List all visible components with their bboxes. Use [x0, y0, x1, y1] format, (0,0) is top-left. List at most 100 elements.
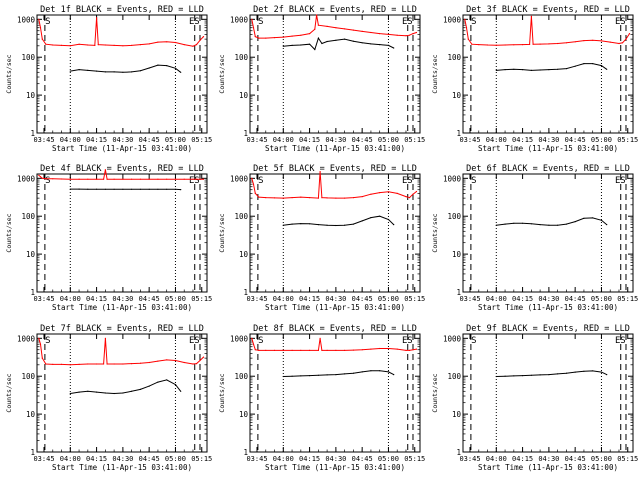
- lld-data-point: [45, 178, 47, 180]
- events-data-point: [530, 69, 533, 71]
- x-tick-label: 05:15: [191, 295, 212, 303]
- lld-data-point: [60, 363, 63, 365]
- lld-data-point: [317, 24, 319, 26]
- lld-data-point: [199, 359, 201, 362]
- marker-label: S: [258, 17, 263, 27]
- lld-data-point: [157, 178, 159, 180]
- lld-data-point: [300, 34, 302, 36]
- lld-data-point: [41, 177, 43, 179]
- events-data-point: [495, 224, 497, 226]
- lld-data-point: [467, 38, 469, 40]
- x-axis-label: Start Time (11-Apr-15 03:41:00): [478, 303, 618, 312]
- x-tick-label: 05:00: [378, 295, 399, 303]
- x-tick-label: 04:45: [352, 455, 373, 463]
- lld-data-point: [131, 44, 133, 47]
- lld-data-point: [139, 178, 141, 180]
- events-data-point: [122, 188, 124, 190]
- panel-det-1: Det 1f BLACK = Events, RED = LLD Counts/s…: [5, 5, 212, 153]
- lld-data-point: [254, 36, 256, 38]
- lld-data-point: [408, 197, 411, 199]
- lld-data-point: [104, 337, 106, 339]
- lld-data-point: [335, 27, 337, 29]
- x-tick-label: 04:45: [352, 136, 373, 144]
- events-data-point: [174, 188, 177, 190]
- lld-data-point: [254, 349, 256, 351]
- events-data-point: [557, 373, 559, 375]
- events-series-line: [70, 64, 182, 73]
- x-tick-label: 04:15: [86, 136, 107, 144]
- marker-label: S: [258, 176, 263, 186]
- events-data-point: [361, 220, 363, 222]
- lld-data-point: [273, 197, 276, 199]
- lld-data-point: [60, 178, 63, 180]
- x-tick-label: 03:45: [33, 295, 54, 303]
- x-tick-label: 03:45: [33, 455, 54, 463]
- events-data-point: [539, 69, 541, 71]
- y-axis-label: Counts/sec: [218, 373, 226, 412]
- y-tick-label: 1: [243, 129, 248, 138]
- lld-data-point: [574, 41, 576, 43]
- x-tick-label: 04:00: [486, 295, 507, 303]
- lld-data-point: [557, 42, 559, 45]
- events-data-point: [370, 43, 372, 45]
- lld-data-point: [465, 27, 468, 29]
- lld-data-point: [504, 44, 506, 46]
- lld-data-point: [464, 18, 466, 20]
- lld-data-point: [583, 40, 585, 42]
- events-data-point: [291, 44, 293, 47]
- marker-label: S: [45, 336, 50, 346]
- lld-data-point: [139, 44, 141, 46]
- events-data-point: [361, 42, 363, 44]
- x-tick-label: 04:30: [325, 136, 346, 144]
- y-tick-label: 1000: [443, 334, 462, 343]
- lld-data-point: [379, 33, 381, 35]
- lld-data-point: [300, 196, 302, 198]
- events-data-point: [379, 370, 381, 372]
- plot-frame: [36, 14, 208, 134]
- events-data-point: [309, 375, 311, 377]
- x-tick-label: 05:00: [165, 455, 186, 463]
- events-data-point: [157, 188, 159, 190]
- panel-det-7: Det 7f BLACK = Events, RED = LLD Counts/s…: [5, 324, 212, 472]
- lld-data-point: [104, 44, 106, 46]
- lld-data-point: [87, 178, 89, 180]
- x-axis-label: Start Time (11-Apr-15 03:41:00): [52, 463, 192, 472]
- x-tick-label: 05:00: [378, 455, 399, 463]
- events-data-point: [87, 69, 89, 71]
- events-data-point: [131, 71, 133, 73]
- events-data-point: [352, 223, 354, 225]
- marker-label: S: [620, 17, 625, 27]
- events-data-point: [513, 375, 515, 377]
- lld-data-point: [282, 36, 284, 38]
- events-data-point: [335, 39, 337, 41]
- x-tick-label: 03:45: [459, 295, 480, 303]
- lld-data-point: [344, 28, 346, 30]
- events-data-point: [314, 48, 316, 51]
- x-tick-label: 04:30: [538, 295, 559, 303]
- events-data-point: [326, 374, 328, 376]
- x-tick-label: 03:45: [459, 455, 480, 463]
- x-tick-label: 04:30: [112, 295, 133, 303]
- lld-data-point: [131, 178, 133, 180]
- lld-data-point: [282, 197, 284, 199]
- x-tick-label: 05:15: [191, 136, 212, 144]
- lld-data-point: [183, 361, 185, 364]
- plot-frame: [249, 14, 421, 134]
- lld-data-point: [522, 44, 524, 46]
- events-data-point: [393, 374, 395, 376]
- events-data-point: [122, 392, 124, 394]
- events-series-line: [283, 370, 394, 377]
- lld-data-point: [621, 42, 624, 44]
- events-data-point: [69, 70, 71, 72]
- x-tick-label: 03:45: [459, 136, 480, 144]
- events-series-line: [496, 217, 608, 226]
- x-tick-label: 04:15: [512, 136, 533, 144]
- lld-data-point: [38, 18, 40, 20]
- events-data-point: [104, 392, 106, 394]
- events-data-point: [592, 217, 594, 219]
- lld-data-point: [478, 44, 480, 46]
- plot-frame: [462, 333, 634, 453]
- lld-data-point: [344, 349, 346, 351]
- events-data-point: [96, 70, 98, 72]
- events-data-point: [352, 372, 354, 374]
